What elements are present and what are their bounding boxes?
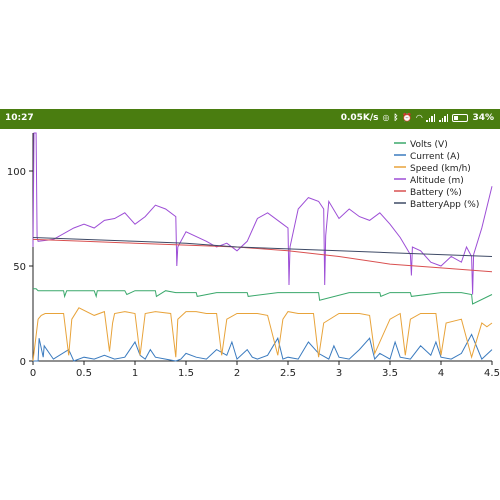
y-tick-label: 50 [13,262,26,273]
legend-label: BatteryApp (%) [410,200,479,210]
x-tick-label: 2 [234,368,240,379]
legend-label: Battery (%) [410,188,462,198]
alarm-icon: ⏰ [402,113,413,122]
x-tick-label: 4 [438,368,444,379]
status-icons: 0.05K/s ◎ ᛒ ⏰ ◠ 34% [341,113,494,123]
x-tick-label: 0.5 [76,368,92,379]
bluetooth-icon: ᛒ [393,113,399,122]
legend-label: Current (A) [410,152,460,162]
series-line-3 [32,307,493,362]
legend-label: Volts (V) [410,140,448,150]
wifi-icon: ◠ [416,113,423,122]
series-line-4 [32,132,493,295]
x-tick-label: 4.5 [484,368,500,379]
y-tick-label: 100 [7,167,26,178]
y-tick-label: 0 [20,357,26,368]
nfc-icon: ◎ [382,113,390,122]
network-speed: 0.05K/s [340,113,379,123]
signal-icon [439,114,449,122]
status-bar: 10:27 0.05K/s ◎ ᛒ ⏰ ◠ 34% [0,109,500,129]
series-line-6 [32,237,493,257]
legend-label: Speed (km/h) [410,164,471,174]
x-tick-label: 1 [132,368,138,379]
legend-label: Altitude (m) [410,176,464,186]
x-tick-label: 2.5 [280,368,296,379]
series-line-5 [32,238,493,273]
series-line-2 [33,333,493,362]
battery-icon [452,114,469,122]
x-tick-label: 0 [30,368,36,379]
x-tick-label: 1.5 [178,368,194,379]
line-chart[interactable]: 0 0.5 1 1.5 2 2.5 3 3.5 4 4.5 0 50 100 Volts (V) Curre… [0,129,500,391]
x-tick-label: 3 [336,368,342,379]
series-line-1 [33,288,493,305]
chart-area[interactable]: 0 0.5 1 1.5 2 2.5 3 3.5 4 4.5 0 50 100 Volts (V) Curre… [0,129,500,391]
x-tick-label: 3.5 [382,368,398,379]
battery-percent: 34% [472,113,494,123]
signal-icon [426,114,436,122]
status-time: 10:27 [5,113,34,123]
